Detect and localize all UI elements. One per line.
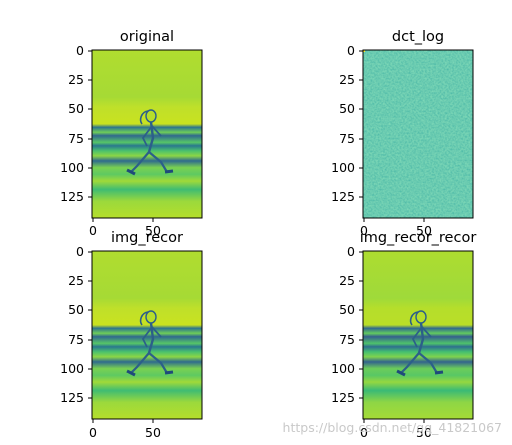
panel-img-recor-recor: img_recor_recor 0 25 50 75 100 125 0 50 [331, 230, 476, 440]
panel-img-recor: img_recor 0 25 50 75 100 125 0 50 [60, 230, 203, 440]
y-tick-label: 125 [331, 390, 355, 405]
x-tick-label: 0 [89, 425, 97, 440]
x-ticks: 0 50 [360, 419, 432, 440]
axes-frame [362, 250, 474, 420]
y-tick-label: 125 [60, 189, 84, 204]
y-ticks: 0 25 50 75 100 125 [331, 244, 363, 405]
y-tick-label: 0 [76, 244, 84, 259]
panel-dct-log: dct_log 0 25 50 75 100 125 0 50 [331, 29, 474, 238]
x-ticks: 0 50 [89, 419, 161, 440]
x-tick-label: 0 [89, 223, 97, 238]
x-tick-label: 50 [416, 425, 432, 440]
y-tick-label: 75 [68, 131, 84, 146]
y-tick-label: 0 [347, 244, 355, 259]
y-tick-label: 0 [76, 43, 84, 58]
x-tick-label: 0 [360, 223, 368, 238]
y-ticks: 0 25 50 75 100 125 [60, 43, 92, 204]
panel-title: img_recor [111, 230, 183, 246]
y-tick-label: 75 [339, 131, 355, 146]
image-area [363, 251, 473, 419]
axes-frame [91, 250, 203, 420]
y-tick-label: 100 [60, 361, 84, 376]
panel-title: dct_log [392, 29, 444, 45]
y-tick-label: 50 [339, 302, 355, 317]
panel-original: original 0 25 50 75 100 125 0 50 [60, 29, 203, 238]
axes-frame [362, 49, 474, 219]
y-tick-label: 25 [68, 72, 84, 87]
y-tick-label: 125 [331, 189, 355, 204]
y-tick-label: 100 [60, 160, 84, 175]
x-tick-label: 0 [360, 425, 368, 440]
y-tick-label: 100 [331, 160, 355, 175]
x-tick-label: 50 [145, 425, 161, 440]
y-tick-label: 75 [339, 332, 355, 347]
y-tick-label: 50 [339, 101, 355, 116]
y-ticks: 0 25 50 75 100 125 [331, 43, 363, 204]
x-tick-label: 50 [416, 223, 432, 238]
x-tick-label: 50 [145, 223, 161, 238]
y-tick-label: 50 [68, 302, 84, 317]
y-tick-label: 50 [68, 101, 84, 116]
y-tick-label: 25 [339, 72, 355, 87]
x-ticks: 0 50 [89, 218, 161, 238]
y-tick-label: 100 [331, 361, 355, 376]
watermark: https://blog.csdn.net/qq_41821067 [282, 420, 502, 435]
image-noise [363, 50, 473, 218]
axes-frame [91, 49, 203, 219]
y-tick-label: 75 [68, 332, 84, 347]
y-tick-label: 25 [68, 273, 84, 288]
dct-dc-coefficient [363, 50, 365, 52]
y-tick-label: 25 [339, 273, 355, 288]
y-tick-label: 125 [60, 390, 84, 405]
x-ticks: 0 50 [360, 218, 432, 238]
y-ticks: 0 25 50 75 100 125 [60, 244, 92, 405]
panel-title: img_recor_recor [360, 230, 477, 246]
panel-title: original [120, 29, 174, 45]
y-tick-label: 0 [347, 43, 355, 58]
